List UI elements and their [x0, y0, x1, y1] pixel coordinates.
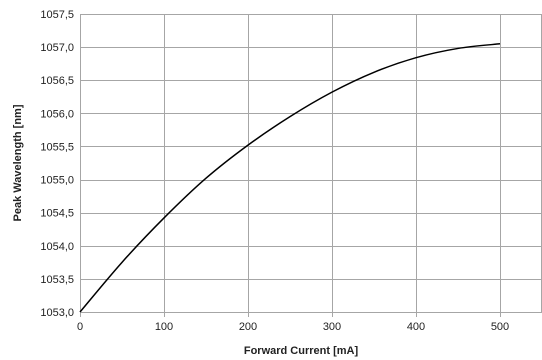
y-tick-label: 1056,0 [40, 108, 74, 120]
tick-labels: 1053,0 1053,5 1054,0 1054,5 1055,0 1055,5 1056… [40, 9, 509, 333]
y-axis-label: Peak Wavelength [nm] [12, 104, 24, 221]
y-tick-label: 1056,5 [40, 75, 74, 87]
y-tick-label: 1055,5 [40, 141, 74, 153]
y-tick-label: 1055,0 [40, 175, 74, 187]
plot-area-border [80, 14, 542, 313]
x-axis-label: Forward Current [mA] [244, 345, 359, 357]
series-line [79, 43, 501, 313]
y-tick-label: 1053,0 [40, 307, 74, 319]
y-tick-label: 1053,5 [40, 274, 74, 286]
x-tick-label: 500 [491, 321, 509, 333]
x-tick-label: 200 [239, 321, 257, 333]
y-tick-label: 1054,5 [40, 208, 74, 220]
grid-lines [80, 14, 542, 317]
x-tick-label: 0 [77, 321, 83, 333]
x-tick-label: 400 [407, 321, 425, 333]
y-tick-label: 1054,0 [40, 241, 74, 253]
y-tick-label: 1057,5 [40, 9, 74, 21]
x-tick-label: 300 [323, 321, 341, 333]
x-tick-label: 100 [155, 321, 173, 333]
y-tick-label: 1057,0 [40, 42, 74, 54]
